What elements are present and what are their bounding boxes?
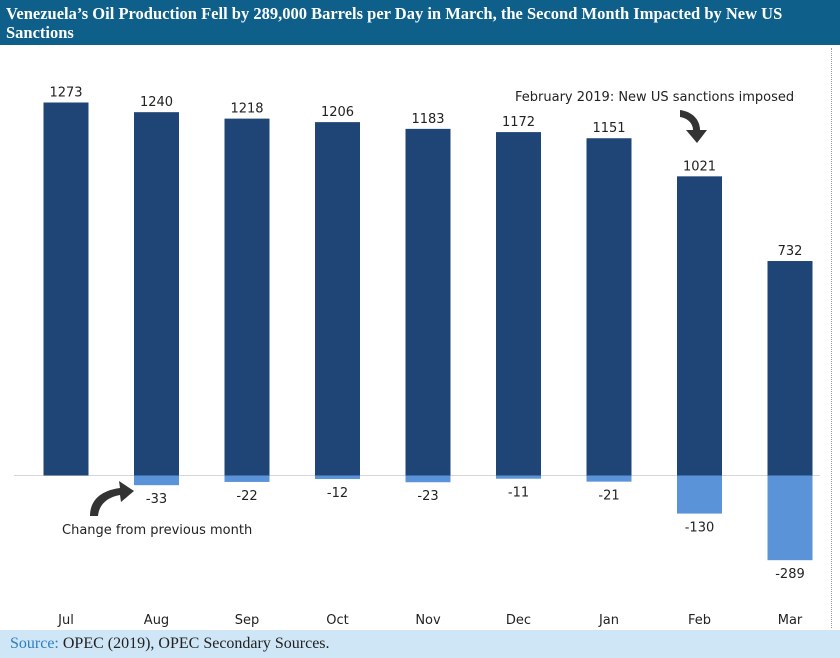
- production-value-sep: 1218: [230, 102, 263, 117]
- curved-arrow-down-icon: [680, 110, 707, 143]
- source-text: OPEC (2019), OPEC Secondary Sources.: [58, 635, 330, 652]
- x-tick-label-dec: Dec: [506, 613, 531, 628]
- production-value-dec: 1172: [502, 115, 535, 130]
- change-value-mar: -289: [775, 567, 805, 582]
- production-value-oct: 1206: [321, 105, 354, 120]
- x-tick-label-jul: Jul: [57, 613, 74, 628]
- production-value-mar: 732: [778, 244, 803, 259]
- x-tick-label-nov: Nov: [415, 613, 441, 628]
- divider-line: [831, 48, 832, 628]
- production-value-jan: 1151: [592, 121, 625, 136]
- change-bar-oct: [315, 475, 360, 480]
- sanctions-annotation: February 2019: New US sanctions imposed: [515, 90, 794, 105]
- production-bar-sep: [224, 118, 270, 476]
- change-value-jan: -21: [598, 489, 619, 504]
- production-bar-dec: [496, 132, 541, 476]
- bars-group: [43, 102, 813, 561]
- production-bar-jan: [586, 138, 632, 476]
- change-bar-sep: [224, 475, 270, 482]
- production-bar-feb: [677, 176, 722, 476]
- labels-group: 1273 Jul 1240 -33 Aug 1218 -22 Sep 1206 -12 Oct 118…: [49, 86, 804, 629]
- source-label: Source:: [10, 635, 59, 652]
- production-value-aug: 1240: [140, 95, 173, 110]
- change-bar-feb: [677, 475, 722, 514]
- change-annotation: Change from previous month: [62, 523, 252, 538]
- x-tick-label-mar: Mar: [778, 613, 803, 628]
- x-tick-label-jan: Jan: [598, 613, 619, 628]
- change-value-dec: -11: [508, 486, 529, 501]
- production-bar-aug: [134, 112, 179, 476]
- production-bar-jul: [43, 102, 89, 476]
- chart-area: 1273 Jul 1240 -33 Aug 1218 -22 Sep 1206 -12 Oct 118…: [14, 86, 820, 629]
- change-bar-mar: [767, 475, 813, 561]
- change-value-nov: -23: [417, 489, 438, 504]
- change-value-aug: -33: [146, 492, 167, 507]
- change-bar-aug: [134, 475, 179, 486]
- production-bar-nov: [405, 128, 451, 476]
- production-value-feb: 1021: [683, 159, 716, 174]
- x-tick-label-aug: Aug: [144, 613, 169, 628]
- production-bar-oct: [315, 122, 360, 476]
- production-value-nov: 1183: [411, 112, 444, 127]
- change-bar-nov: [405, 475, 451, 483]
- change-bar-jan: [586, 475, 632, 482]
- x-tick-label-sep: Sep: [235, 613, 260, 628]
- production-bar-mar: [767, 261, 813, 476]
- source-note: Source: OPEC (2019), OPEC Secondary Sour…: [0, 630, 840, 658]
- x-tick-label-oct: Oct: [326, 613, 348, 628]
- change-value-oct: -12: [327, 486, 348, 501]
- change-bar-dec: [496, 475, 541, 479]
- change-value-sep: -22: [236, 489, 257, 504]
- x-tick-label-feb: Feb: [688, 613, 711, 628]
- chart-title-text: Venezuela’s Oil Production Fell by 289,0…: [6, 4, 783, 42]
- curved-arrow-icon: [90, 481, 134, 516]
- chart-title: Venezuela’s Oil Production Fell by 289,0…: [0, 0, 840, 45]
- production-value-jul: 1273: [49, 86, 82, 101]
- change-value-feb: -130: [685, 521, 715, 536]
